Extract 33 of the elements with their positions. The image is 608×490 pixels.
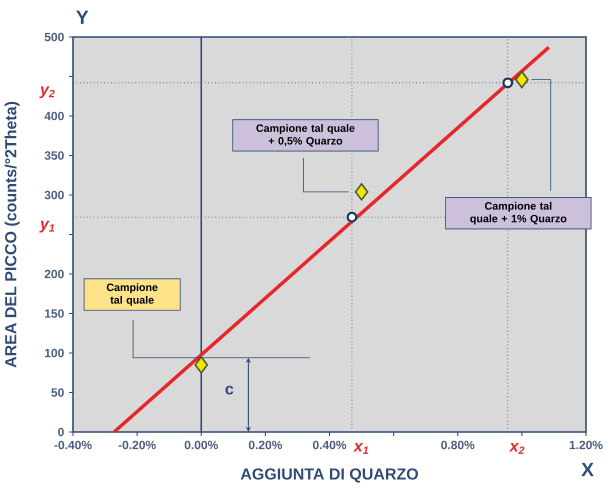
annotation: Campione tal quale + 1% Quarzo [470,202,566,224]
annotation: Campione tal quale + 0,5% Quarzo [256,124,355,147]
x-tick-label: 1.20% [570,440,603,450]
text: X [581,462,594,476]
y-tick-label: 350 [44,151,64,160]
text: Y [76,10,88,24]
y-tick-label: 50 [51,388,64,397]
x-tick-label: -0.20% [118,440,156,450]
point [354,183,368,201]
x-tick-label: 0.00% [184,440,218,450]
annotation: Campione tal quale [106,283,158,306]
x-tick-label: 0.40% [312,440,346,450]
y-axis-title: AREA DEL PICCO (counts/°2Theta) [4,102,20,368]
y-tick-label: 150 [45,309,64,318]
x-tick-label: 0.20% [248,440,282,450]
x-axis-title: AGGIUNTA DI QUARZO [240,468,418,483]
y-tick-label: 400 [44,112,64,120]
ref-line-label: y$_{2}$ [39,86,55,98]
point [194,356,208,374]
point [515,70,529,88]
point [502,77,514,88]
y-tick-label: 200 [44,270,64,278]
ref-line-label: y$_{1}$ [39,220,54,232]
ref-line-label: x$_{1}$ [353,443,368,454]
ref-line-label: x$_{2}$ [508,443,524,454]
point [346,212,358,222]
y-tick-label: 0 [58,428,64,436]
y-tick-label: 100 [45,348,64,358]
y-tick-label: 500 [44,32,64,42]
annotation: c [225,386,234,395]
x-tick-label: -0.40% [54,440,92,450]
y-tick-label: 300 [44,190,64,200]
x-tick-label: 0.80% [441,440,474,450]
